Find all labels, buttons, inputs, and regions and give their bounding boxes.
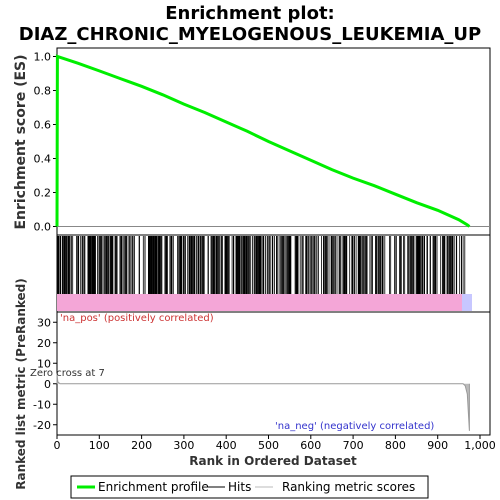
x-tick-label: 500: [258, 439, 279, 452]
metric-y-tick-label: 10: [37, 357, 51, 370]
metric-y-tick-label: 0: [44, 378, 51, 391]
hit-marks: [57, 236, 466, 294]
neg-annotation: 'na_neg' (negatively correlated): [275, 421, 434, 432]
x-tick-label: 400: [216, 439, 237, 452]
es-y-tick-label: 0.0: [34, 221, 52, 234]
x-tick-label: 100: [89, 439, 110, 452]
es-y-tick-label: 0.6: [34, 119, 52, 132]
legend-label-hits: Hits: [228, 480, 251, 494]
metric-y-ticks: -20 -10 0 10 20 30: [33, 316, 57, 432]
ranking-metric-scores-area: [56, 373, 470, 431]
x-tick-label: 600: [300, 439, 321, 452]
x-tick-label: 1,000: [464, 439, 496, 452]
es-y-ticks: 0.0 0.2 0.4 0.6 0.8 1.0: [34, 51, 57, 234]
metric-y-tick-label: -20: [33, 419, 51, 432]
positive-correlation-band: [57, 294, 462, 311]
x-tick-label: 900: [427, 439, 448, 452]
metric-y-tick-label: -10: [33, 398, 51, 411]
x-tick-label: 700: [343, 439, 364, 452]
legend-label-metric: Ranking metric scores: [282, 480, 415, 494]
es-y-tick-label: 0.4: [34, 153, 52, 166]
chart-title-line1: Enrichment plot:: [165, 3, 335, 24]
x-ticks: 0 100 200 300 400 500 600 700 800 900 1,000: [54, 435, 496, 452]
metric-y-tick-label: 20: [37, 337, 51, 350]
es-y-tick-label: 0.2: [34, 187, 52, 200]
zero-cross-annotation: Zero cross at 7: [30, 368, 105, 379]
chart-title-line2: DIAZ_CHRONIC_MYELOGENOUS_LEUKEMIA_UP: [19, 24, 481, 45]
x-tick-label: 0: [54, 439, 61, 452]
es-y-label: Enrichment score (ES): [13, 54, 29, 229]
legend: Enrichment profile Hits Ranking metric s…: [70, 475, 429, 499]
x-tick-label: 200: [131, 439, 152, 452]
legend-box: [70, 475, 429, 499]
pos-annotation: 'na_pos' (positively correlated): [60, 313, 214, 324]
negative-correlation-band: [462, 294, 472, 311]
metric-y-tick-label: 30: [37, 316, 51, 329]
legend-label-enrichment: Enrichment profile: [98, 480, 209, 494]
es-y-tick-label: 0.8: [34, 85, 52, 98]
x-axis-label: Rank in Ordered Dataset: [189, 454, 357, 468]
x-tick-label: 300: [173, 439, 194, 452]
metric-y-label: Ranked list metric (PreRanked): [14, 278, 28, 490]
x-tick-label: 800: [385, 439, 406, 452]
es-y-tick-label: 1.0: [34, 51, 52, 64]
enrichment-profile-line: [55, 54, 471, 228]
metric-panel-frame: [56, 311, 491, 436]
